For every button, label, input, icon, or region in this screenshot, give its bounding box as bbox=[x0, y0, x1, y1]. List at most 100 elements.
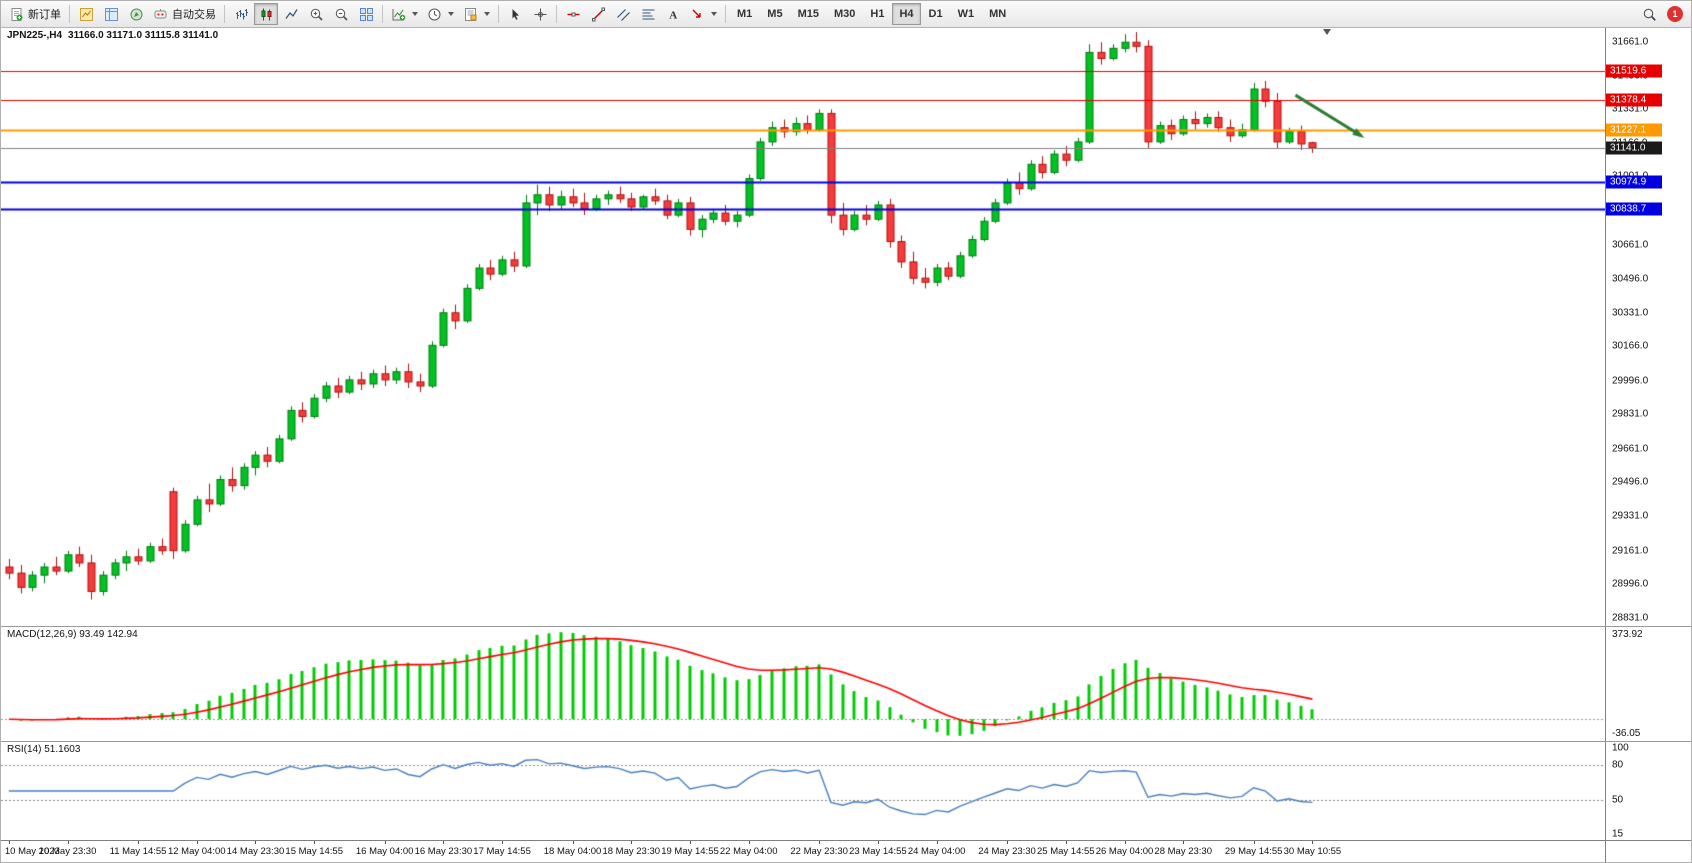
time-tick bbox=[1183, 841, 1185, 844]
time-label: 14 May 23:30 bbox=[226, 846, 285, 857]
macd-canvas[interactable] bbox=[1, 627, 1605, 741]
timeframe-m5-button[interactable]: M5 bbox=[760, 3, 789, 25]
price-axis[interactable]: 31661.031496.031331.031166.031001.030831… bbox=[1605, 28, 1691, 626]
price-tick-label: 28996.0 bbox=[1612, 578, 1649, 590]
timeframe-h1-button[interactable]: H1 bbox=[863, 3, 891, 25]
text-tool-button[interactable]: A bbox=[661, 3, 685, 25]
line-chart-button[interactable] bbox=[279, 3, 303, 25]
pane-separator[interactable] bbox=[1, 741, 1691, 742]
fibonacci-icon bbox=[641, 7, 656, 22]
templates-icon bbox=[463, 7, 478, 22]
time-label: 11 May 14:55 bbox=[109, 846, 167, 857]
chart-shift-marker-icon[interactable] bbox=[1322, 29, 1331, 35]
timeframe-d1-button[interactable]: D1 bbox=[922, 3, 950, 25]
time-label: 17 May 14:55 bbox=[473, 846, 531, 857]
horizontal-line-button[interactable] bbox=[561, 3, 585, 25]
trendline-button[interactable] bbox=[586, 3, 610, 25]
indicators-icon bbox=[391, 7, 406, 22]
time-tick bbox=[936, 841, 938, 844]
rsi-pane: RSI(14) 51.1603 bbox=[1, 742, 1605, 840]
data-window-button[interactable] bbox=[99, 3, 123, 25]
time-label: 16 May 23:30 bbox=[414, 846, 473, 857]
zoom-out-icon bbox=[334, 7, 349, 22]
time-tick bbox=[1312, 841, 1314, 844]
main-chart-pane: JPN225-,H4 31166.0 31171.0 31115.8 31141.… bbox=[1, 28, 1605, 626]
hline-price-tag[interactable]: 31519.6 bbox=[1606, 64, 1662, 78]
notification-badge[interactable]: 1 bbox=[1667, 6, 1683, 22]
toolbar-separator bbox=[224, 5, 225, 23]
equidistant-channel-icon bbox=[616, 7, 631, 22]
new-order-label: 新订单 bbox=[28, 9, 61, 21]
bar-chart-button[interactable] bbox=[229, 3, 253, 25]
zoom-in-button[interactable] bbox=[304, 3, 328, 25]
time-label: 30 May 10:55 bbox=[1283, 846, 1342, 857]
time-label: 18 May 04:00 bbox=[543, 846, 602, 857]
timeframe-m30-button[interactable]: M30 bbox=[827, 3, 862, 25]
time-tick bbox=[819, 841, 821, 844]
timeframe-w1-button[interactable]: W1 bbox=[951, 3, 982, 25]
price-tick-label: 29161.0 bbox=[1612, 545, 1649, 557]
price-tick-label: 31661.0 bbox=[1612, 36, 1649, 48]
navigator-icon bbox=[129, 7, 144, 22]
pane-separator[interactable] bbox=[1, 626, 1691, 627]
templates-button[interactable] bbox=[459, 3, 494, 25]
hline-price-tag[interactable]: 30838.7 bbox=[1606, 202, 1662, 216]
arrows-tool-button[interactable] bbox=[686, 3, 721, 25]
timeframe-m1-button[interactable]: M1 bbox=[730, 3, 759, 25]
main-chart-canvas[interactable] bbox=[1, 28, 1605, 626]
time-tick bbox=[67, 841, 69, 844]
timeframe-mn-button[interactable]: MN bbox=[982, 3, 1013, 25]
time-label: 29 May 14:55 bbox=[1224, 846, 1283, 857]
time-tick bbox=[443, 841, 445, 844]
time-tick bbox=[196, 841, 198, 844]
fibonacci-button[interactable] bbox=[636, 3, 660, 25]
candlestick-chart-button[interactable] bbox=[254, 3, 278, 25]
time-tick bbox=[314, 841, 316, 844]
macd-label: MACD(12,26,9) 93.49 142.94 bbox=[7, 629, 138, 640]
rsi-canvas[interactable] bbox=[1, 742, 1605, 840]
toolbar: 新订单 自动交易 A M1 M5 M15 M30 H1 H4 D1 W1 MN bbox=[1, 1, 1691, 28]
periods-button[interactable] bbox=[423, 3, 458, 25]
toolbar-separator bbox=[498, 5, 499, 23]
time-tick bbox=[877, 841, 879, 844]
macd-pane: MACD(12,26,9) 93.49 142.94 bbox=[1, 627, 1605, 741]
new-order-button[interactable]: 新订单 bbox=[5, 3, 65, 25]
svg-text:A: A bbox=[669, 9, 677, 21]
cursor-button[interactable] bbox=[503, 3, 527, 25]
time-axis[interactable]: 10 May 2023 10 May 23:30 11 May 14:55 12 Ma… bbox=[1, 840, 1605, 862]
crosshair-button[interactable] bbox=[528, 3, 552, 25]
symbol-ohlc-label: JPN225-,H4 31166.0 31171.0 31115.8 31141.… bbox=[7, 30, 224, 41]
chevron-down-icon bbox=[412, 12, 418, 16]
indicators-button[interactable] bbox=[387, 3, 422, 25]
line-chart-icon bbox=[284, 7, 299, 22]
market-watch-button[interactable] bbox=[74, 3, 98, 25]
time-label: 23 May 14:55 bbox=[849, 846, 907, 857]
hline-price-tag[interactable]: 31141.0 bbox=[1606, 141, 1662, 155]
time-tick bbox=[502, 841, 504, 844]
timeframe-m15-button[interactable]: M15 bbox=[791, 3, 826, 25]
time-label: 25 May 14:55 bbox=[1036, 846, 1095, 857]
rsi-axis-label: 100 bbox=[1612, 742, 1629, 754]
symbol-label: JPN225-,H4 bbox=[7, 30, 63, 41]
time-label: 12 May 04:00 bbox=[167, 846, 226, 857]
time-label: 26 May 04:00 bbox=[1095, 846, 1154, 857]
price-tick-label: 28831.0 bbox=[1612, 612, 1649, 624]
chevron-down-icon bbox=[484, 12, 490, 16]
horizontal-line-icon bbox=[566, 7, 581, 22]
hline-price-tag[interactable]: 31227.1 bbox=[1606, 123, 1662, 137]
timeframe-h4-button[interactable]: H4 bbox=[892, 3, 921, 25]
equidistant-channel-button[interactable] bbox=[611, 3, 635, 25]
search-button[interactable] bbox=[1637, 3, 1661, 25]
price-tick-label: 30661.0 bbox=[1612, 239, 1649, 251]
cursor-icon bbox=[508, 7, 523, 22]
hline-price-tag[interactable]: 30974.9 bbox=[1606, 175, 1662, 189]
axis-corner bbox=[1605, 840, 1691, 862]
zoom-out-button[interactable] bbox=[329, 3, 353, 25]
candlestick-chart-icon bbox=[259, 7, 274, 22]
tile-windows-button[interactable] bbox=[354, 3, 378, 25]
navigator-button[interactable] bbox=[124, 3, 148, 25]
rsi-axis[interactable]: 100 80 50 15 bbox=[1605, 742, 1691, 840]
macd-axis[interactable]: 373.92 -36.05 bbox=[1605, 627, 1691, 741]
hline-price-tag[interactable]: 31378.4 bbox=[1606, 93, 1662, 107]
auto-trading-button[interactable]: 自动交易 bbox=[149, 3, 220, 25]
